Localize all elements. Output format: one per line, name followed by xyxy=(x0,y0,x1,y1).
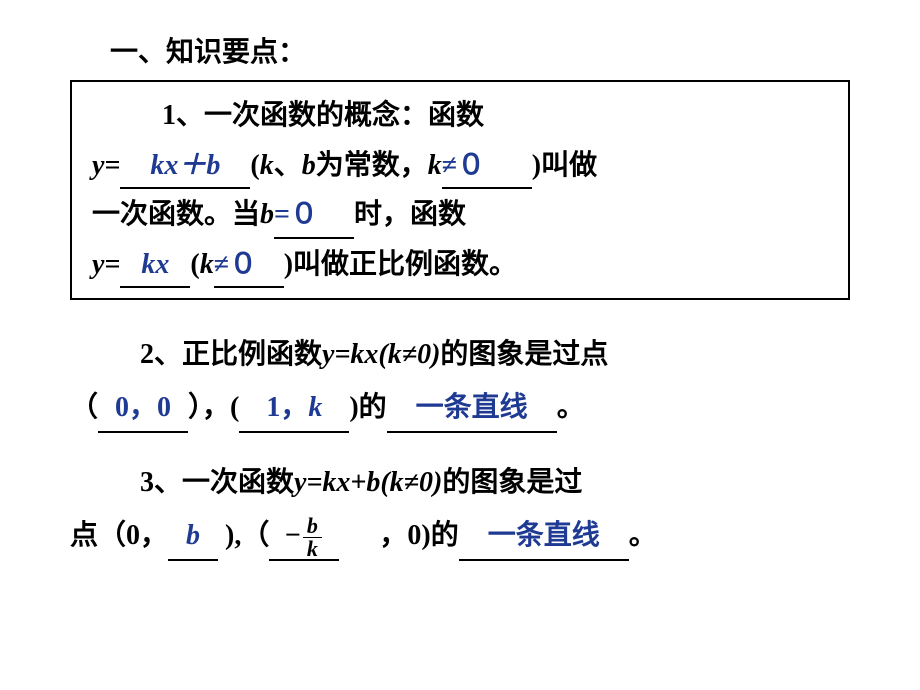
section-title: 一、知识要点： xyxy=(110,30,860,70)
blank-neq0-2: ≠０ xyxy=(214,249,257,280)
blank-b: b xyxy=(186,520,200,551)
blank-line-1: 一条直线 xyxy=(416,392,528,423)
p3-close2: )的 xyxy=(421,520,458,551)
y-equals-2: y= xyxy=(92,249,120,280)
p3-line2a: 点（ xyxy=(70,520,126,551)
open-paren-1: ( xyxy=(250,150,259,181)
line3-a: 一次函数。当 xyxy=(92,199,260,230)
p2-open2: ( xyxy=(230,392,239,423)
line4-close: )叫做正比例函数。 xyxy=(284,249,517,280)
box-line1: 1、一次函数的概念：函数 xyxy=(162,100,484,131)
y-equals-1: y= xyxy=(92,150,120,181)
p2-close2: )的 xyxy=(349,392,386,423)
blank-line-2: 一条直线 xyxy=(488,520,600,551)
line2-end: )叫做 xyxy=(532,150,597,181)
p2-func: y=kx(k≠0) xyxy=(322,339,440,370)
p2-lead: 2、正比例函数 xyxy=(140,339,322,370)
p2-open1: （ xyxy=(70,392,98,423)
paragraph-2: 2、正比例函数y=kx(k≠0)的图象是过点 （ 0，0 ），(1，k )的一条直线。 xyxy=(70,330,850,433)
blank-kx: kx xyxy=(141,249,169,280)
dot-1: 、 xyxy=(274,150,302,181)
k-1: k xyxy=(260,150,274,181)
b-1: b xyxy=(302,150,316,181)
p3-zero2: 0 xyxy=(407,520,421,551)
paragraph-3: 3、一次函数y=kx+b(k≠0)的图象是过 点（0，b ),（−bk，0)的一… xyxy=(70,458,850,561)
b-2: b xyxy=(260,199,274,230)
open-paren-2: ( xyxy=(190,249,199,280)
p3-after: 的图象是过 xyxy=(442,467,582,498)
definition-box: 1、一次函数的概念：函数 y=kx＋b(k、b为常数，k≠０)叫做 一次函数。当… xyxy=(70,80,850,300)
p2-period: 。 xyxy=(557,392,585,423)
k-2: k xyxy=(428,150,442,181)
k-3: k xyxy=(200,249,214,280)
const-text: 为常数， xyxy=(316,150,428,181)
p3-func: y=kx+b(k≠0) xyxy=(294,467,442,498)
blank-kxb: kx＋b xyxy=(150,150,220,181)
p3-close1: ),（ xyxy=(218,520,269,551)
blank-00: 0，0 xyxy=(115,392,171,423)
p3-mid: ， xyxy=(379,520,407,551)
blank-frac: −bk xyxy=(285,520,324,551)
line3-b: 时，函数 xyxy=(354,199,466,230)
blank-1k: 1，k xyxy=(266,392,322,423)
p3-period: 。 xyxy=(629,520,657,551)
blank-eq0: =０ xyxy=(274,199,318,230)
p2-close1: ）， xyxy=(188,392,230,423)
p3-comma1: ， xyxy=(140,520,168,551)
p3-zero1: 0 xyxy=(126,520,140,551)
p2-after: 的图象是过点 xyxy=(440,339,608,370)
p3-lead: 3、一次函数 xyxy=(140,467,294,498)
blank-neq0-1: ≠０ xyxy=(442,150,485,181)
